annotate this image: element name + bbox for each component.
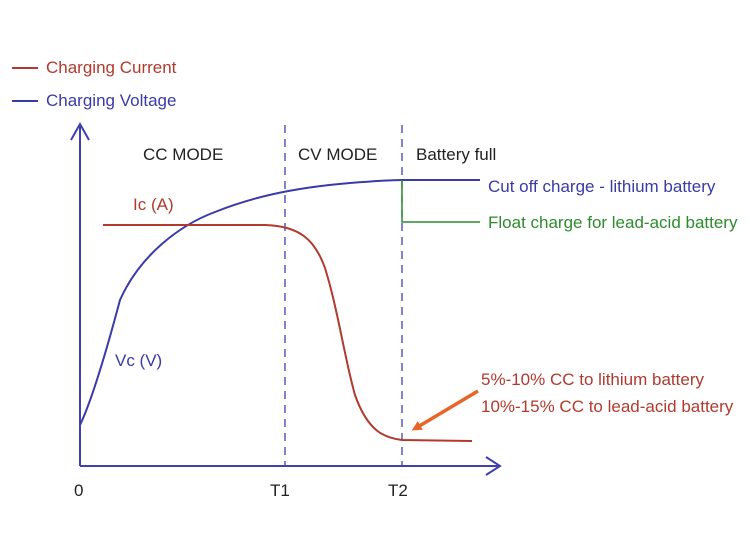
legend: Charging Current Charging Voltage [12, 58, 177, 110]
legend-voltage-label: Charging Voltage [46, 91, 176, 110]
cc-mode-label: CC MODE [143, 145, 223, 164]
cv-mode-label: CV MODE [298, 145, 377, 164]
voltage-curve [79, 179, 480, 426]
legend-current-label: Charging Current [46, 58, 177, 77]
current-curve [103, 224, 473, 442]
cc-pointer-arrow [411, 389, 479, 431]
origin-label: 0 [74, 481, 83, 500]
float-annotation: Float charge for lead-acid battery [488, 213, 738, 232]
battery-full-label: Battery full [416, 145, 496, 164]
leadacid-cc-annotation: 10%-15% CC to lead-acid battery [481, 397, 734, 416]
cutoff-annotation: Cut off charge - lithium battery [488, 177, 716, 196]
axes [70, 121, 502, 476]
t1-label: T1 [270, 481, 290, 500]
lithium-cc-annotation: 5%-10% CC to lithium battery [481, 370, 704, 389]
current-curve-label: Ic (A) [133, 195, 174, 214]
float-charge-line [401, 180, 480, 223]
y-axis-arrowhead [70, 121, 90, 141]
t2-label: T2 [388, 481, 408, 500]
x-axis-arrowhead [485, 456, 502, 476]
voltage-curve-label: Vc (V) [115, 351, 162, 370]
